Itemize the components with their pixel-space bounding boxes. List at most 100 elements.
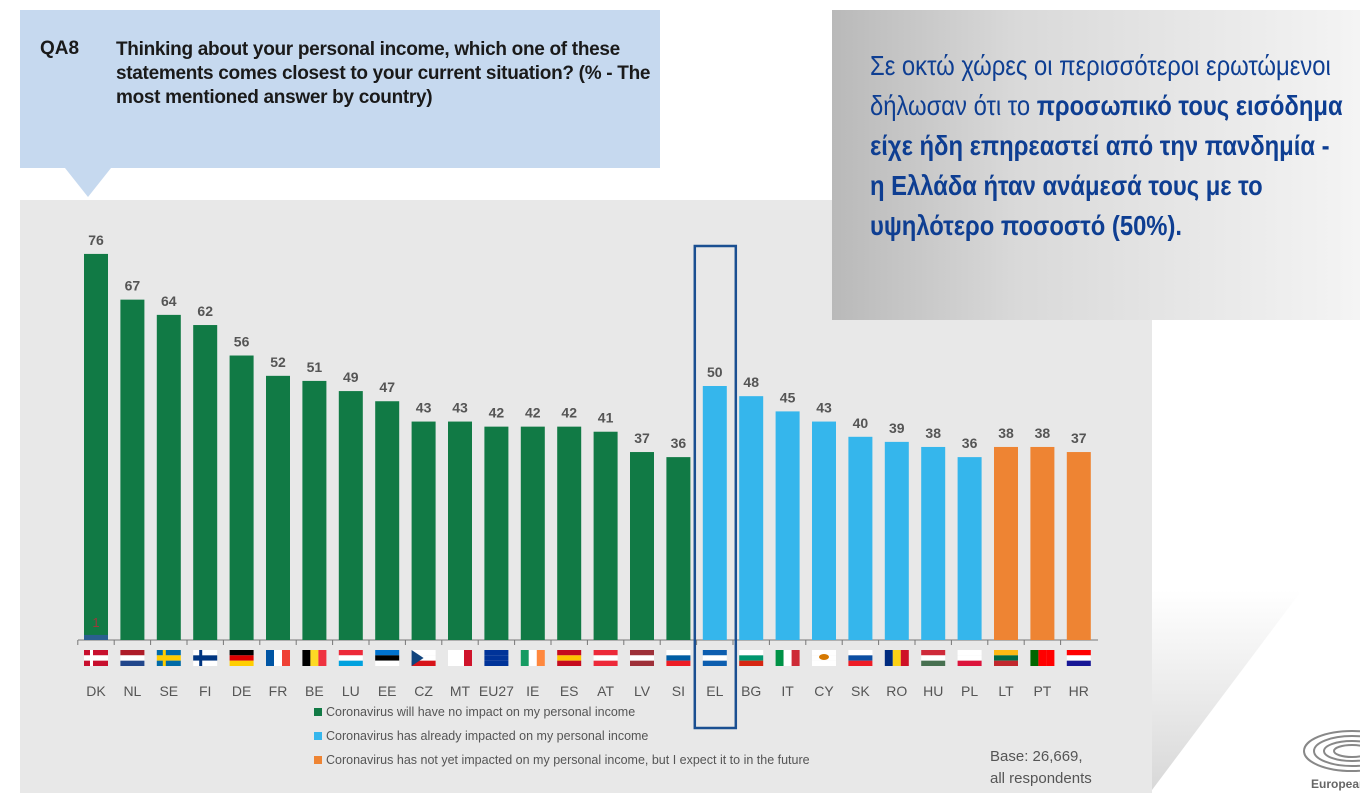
flag-IT-icon bbox=[783, 650, 792, 666]
flag-SE-icon bbox=[156, 650, 181, 656]
legend-swatch bbox=[314, 756, 322, 764]
tick-label-SK: SK bbox=[851, 683, 870, 699]
flag-LU-icon bbox=[338, 660, 363, 666]
flag-ES-icon bbox=[557, 660, 582, 666]
flag-DE-icon bbox=[229, 660, 254, 666]
data-label-MT: 43 bbox=[452, 400, 468, 416]
bar-LV bbox=[630, 452, 654, 640]
flag-EU27-icon bbox=[484, 655, 509, 661]
bar-DK bbox=[84, 253, 108, 641]
flag-FR-icon bbox=[274, 650, 282, 666]
flag-IT-icon bbox=[791, 650, 800, 666]
tick-label-CY: CY bbox=[814, 683, 834, 699]
base-note-line: all respondents bbox=[990, 770, 1092, 787]
flag-AT-icon bbox=[593, 655, 618, 661]
base-note: Base: 26,669, all respondents bbox=[990, 746, 1092, 790]
bar-PT bbox=[1030, 446, 1055, 640]
bar-FR bbox=[266, 375, 290, 640]
bar-RO bbox=[884, 441, 909, 640]
bar-HR bbox=[1066, 452, 1091, 640]
flag-EL-icon bbox=[702, 655, 727, 661]
callout-text: Σε οκτώ χώρες οι περισσότεροι ερωτώμενοι… bbox=[870, 46, 1346, 246]
flag-RO-icon bbox=[900, 650, 909, 666]
tick-label-HR: HR bbox=[1069, 683, 1089, 699]
data-label-FI: 62 bbox=[197, 303, 213, 319]
bar-SK bbox=[848, 436, 873, 640]
bar-EE bbox=[375, 401, 400, 640]
flag-PT-icon bbox=[1038, 650, 1047, 666]
flag-FI-icon bbox=[193, 660, 218, 666]
bar-EU27 bbox=[484, 426, 509, 640]
legend-swatch bbox=[314, 708, 322, 716]
flag-ES-icon bbox=[557, 650, 582, 656]
tick-label-CZ: CZ bbox=[414, 683, 433, 699]
flag-MT-icon bbox=[456, 650, 464, 666]
tick-label-PT: PT bbox=[1033, 683, 1051, 699]
flag-EE-icon bbox=[375, 650, 400, 656]
legend-item-expect: Coronavirus has not yet impacted on my p… bbox=[314, 748, 810, 772]
data-label-EL: 50 bbox=[707, 364, 723, 380]
data-label-IE: 42 bbox=[525, 405, 541, 421]
tick-label-ES: ES bbox=[560, 683, 579, 699]
tick-label-FI: FI bbox=[199, 683, 211, 699]
flag-EE-icon bbox=[375, 660, 400, 666]
question-box: QA8 Thinking about your personal income,… bbox=[20, 10, 660, 168]
flag-island-icon bbox=[819, 654, 829, 660]
flag-SK-icon bbox=[848, 650, 873, 656]
flag-LV-icon bbox=[630, 660, 654, 666]
tick-label-LV: LV bbox=[634, 683, 651, 699]
flag-CZ-icon bbox=[411, 650, 436, 656]
flag-FI-icon bbox=[193, 650, 218, 656]
legend: Coronavirus will have no impact on my pe… bbox=[314, 700, 810, 772]
flag-FR-icon bbox=[266, 650, 274, 666]
tick-label-LT: LT bbox=[998, 683, 1014, 699]
question-text: Thinking about your personal income, whi… bbox=[116, 39, 651, 108]
tick-label-LU: LU bbox=[342, 683, 360, 699]
bar-ES bbox=[557, 426, 582, 640]
bar-IT bbox=[775, 411, 800, 640]
flag-EU27-icon bbox=[484, 660, 509, 666]
flag-PT-icon bbox=[1030, 650, 1039, 666]
bar-SI bbox=[666, 457, 691, 640]
flag-EL-icon bbox=[702, 660, 727, 666]
data-label-EE: 47 bbox=[379, 379, 395, 395]
flag-HR-icon bbox=[1066, 660, 1091, 666]
tick-label-NL: NL bbox=[123, 683, 141, 699]
tick-label-BE: BE bbox=[305, 683, 324, 699]
flag-LT-icon bbox=[994, 655, 1018, 661]
data-label-BE: 51 bbox=[307, 359, 323, 375]
flag-BE-icon bbox=[302, 650, 311, 666]
legend-item-already: Coronavirus has already impacted on my p… bbox=[314, 724, 810, 748]
flag-AT-icon bbox=[593, 660, 618, 666]
data-label-CZ: 43 bbox=[416, 400, 432, 416]
legend-label: Coronavirus will have no impact on my pe… bbox=[326, 705, 636, 719]
bar-DE bbox=[229, 355, 254, 640]
data-label-CY: 43 bbox=[816, 400, 832, 416]
data-label-ES: 42 bbox=[561, 405, 577, 421]
data-label-AT: 41 bbox=[598, 410, 614, 426]
flag-LU-icon bbox=[338, 650, 363, 656]
flag-CZ-icon bbox=[411, 660, 436, 666]
bar-LU bbox=[338, 391, 363, 640]
data-label-PL: 36 bbox=[962, 435, 978, 451]
european-parliament-logo bbox=[1303, 730, 1360, 772]
tick-label-SE: SE bbox=[159, 683, 178, 699]
flag-cross-icon bbox=[162, 650, 166, 666]
bar-IE bbox=[520, 426, 545, 640]
question-code: QA8 bbox=[40, 38, 80, 59]
data-label-IT: 45 bbox=[780, 389, 796, 405]
flag-PL-icon bbox=[957, 650, 982, 656]
tick-label-EU27: EU27 bbox=[479, 683, 514, 699]
tick-label-IT: IT bbox=[781, 683, 794, 699]
legend-label: Coronavirus has not yet impacted on my p… bbox=[326, 753, 810, 767]
tick-label-AT: AT bbox=[597, 683, 614, 699]
flag-HU-icon bbox=[921, 660, 946, 666]
flag-DK-icon bbox=[84, 655, 108, 661]
data-label-PT: 38 bbox=[1035, 425, 1051, 441]
flag-SI-icon bbox=[666, 660, 691, 666]
data-label-SE: 64 bbox=[161, 293, 177, 309]
legend-label: Coronavirus has already impacted on my p… bbox=[326, 729, 649, 743]
flag-DK-icon bbox=[84, 660, 108, 666]
bar-LT bbox=[994, 446, 1018, 640]
highlight-box-EL bbox=[693, 244, 738, 730]
